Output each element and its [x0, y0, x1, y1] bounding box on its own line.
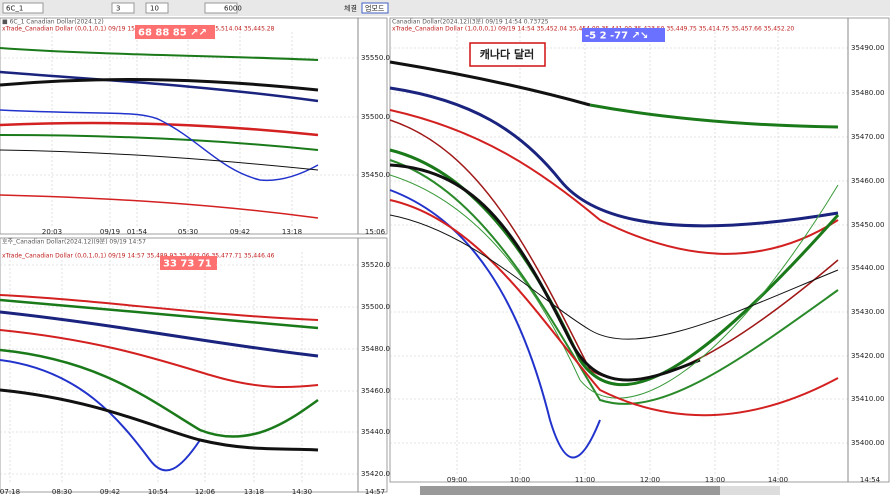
interval: 10	[150, 5, 159, 13]
x-tick-label: 10:00	[510, 476, 530, 484]
panel	[389, 17, 890, 483]
x-tick-label: 14:54	[860, 476, 881, 484]
x-tick-label: 20:03	[42, 228, 62, 236]
y-tick-label: 35450.00	[361, 171, 394, 179]
curve	[589, 103, 839, 129]
right-curves	[389, 60, 840, 459]
y-tick-label: 35430.00	[851, 308, 884, 316]
signal-text: 33 73 71 ↗↗	[163, 259, 232, 270]
top-left-curves	[0, 47, 319, 219]
signal-badge	[160, 256, 217, 270]
curve	[0, 70, 319, 103]
panel-header: ■ 6C_1 Canadian Dollar(2024.12)	[2, 19, 104, 26]
y-tick-label: 35480.00	[851, 89, 884, 97]
curve	[389, 214, 839, 340]
signal-text: -5 2 -77 ↗↘	[585, 31, 648, 42]
y-tick-label: 35460.00	[851, 177, 884, 185]
y-tick-label: 35550.00	[361, 54, 394, 62]
curve	[0, 78, 319, 92]
panel-info: xTrade_Canadian Dollar (0,0,1,0,1) 09/19…	[2, 253, 275, 260]
curve	[0, 134, 319, 151]
curve	[0, 149, 319, 171]
amount: 6000	[224, 5, 242, 13]
x-tick-label: 09:00	[447, 476, 467, 484]
y-tick-label: 35500.00	[361, 303, 394, 311]
scroll-thumb[interactable]	[420, 486, 720, 495]
symbol-box[interactable]	[2, 2, 44, 14]
curve	[389, 109, 839, 255]
x-tick-label: 15:06	[365, 228, 386, 236]
x-tick-label: 12:06	[195, 488, 216, 496]
x-tick-label: 14:00	[768, 476, 788, 484]
y-tick-label: 35470.00	[851, 133, 884, 141]
curve	[0, 109, 319, 182]
curve	[389, 174, 839, 399]
curve	[389, 199, 839, 417]
count-box[interactable]	[111, 2, 135, 14]
signal-badge	[135, 25, 215, 39]
curve	[0, 294, 319, 321]
x-tick-label: 13:00	[705, 476, 725, 484]
curve	[389, 159, 839, 405]
panel-header: 호주_Canadian Dollar(2024.12)(9분) 09/19 14…	[2, 239, 146, 246]
curve	[389, 163, 701, 382]
y-tick-label: 35490.00	[851, 44, 884, 52]
label-box	[469, 42, 546, 67]
x-tick-label: 07:18	[0, 488, 20, 496]
symbol: 6C_1	[6, 5, 23, 13]
signal-text: 68 88 85 ↗↗	[138, 28, 207, 39]
x-tick-label: 11:00	[575, 476, 595, 484]
curve	[389, 60, 591, 107]
curve	[0, 310, 319, 358]
panel	[0, 237, 388, 493]
trade-button[interactable]: 체결	[344, 4, 357, 13]
curve	[0, 194, 319, 219]
mode-button[interactable]: 업모드	[365, 5, 385, 13]
x-tick-label: 14:30	[292, 488, 312, 496]
y-tick-label: 35400.00	[851, 439, 884, 447]
y-tick-label: 35410.00	[851, 395, 884, 403]
y-tick-label: 35500.00	[361, 113, 394, 121]
curve	[0, 298, 319, 330]
y-tick-label: 35440.00	[361, 428, 394, 436]
bottom-left-curves	[0, 294, 319, 472]
curve	[0, 388, 319, 452]
y-tick-label: 35440.00	[851, 264, 884, 272]
signal-badge	[582, 28, 665, 42]
x-tick-label: 09:42	[230, 228, 250, 236]
panels: 35550.00 35500.00 35450.00 20:03 09/19 01:54 0…	[0, 17, 890, 496]
y-tick-label: 35450.00	[851, 221, 884, 229]
x-tick-label: 01:54	[127, 228, 148, 236]
y-tick-label: 35480.00	[361, 345, 394, 353]
x-tick-label: 09/19	[100, 228, 120, 236]
panel-header: Canadian Dollar(2024.12)(3분) 09/19 14:54…	[392, 19, 549, 26]
curve	[0, 348, 319, 438]
x-tick-label: 09:42	[100, 488, 120, 496]
interval-box[interactable]	[145, 2, 169, 14]
chart-label: 캐나다 달러	[480, 47, 534, 61]
y-tick-label: 35420.00	[851, 352, 884, 360]
y-tick-label: 35420.00	[361, 470, 394, 478]
count: 3	[116, 5, 120, 13]
x-tick-label: 13:18	[244, 488, 264, 496]
x-tick-label: 05:30	[178, 228, 198, 236]
x-tick-label: 08:30	[52, 488, 72, 496]
amount-box[interactable]	[204, 2, 238, 14]
curve	[0, 329, 319, 389]
curve	[389, 86, 839, 228]
curve	[0, 47, 319, 61]
x-tick-label: 13:18	[282, 228, 302, 236]
x-tick-label: 14:57	[365, 488, 385, 496]
mode-box[interactable]	[361, 2, 389, 14]
x-tick-label: 10:54	[148, 488, 169, 496]
y-tick-label: 35520.00	[361, 261, 394, 269]
y-tick-label: 35460.00	[361, 387, 394, 395]
curve	[0, 359, 201, 472]
x-tick-label: 12:00	[640, 476, 660, 484]
